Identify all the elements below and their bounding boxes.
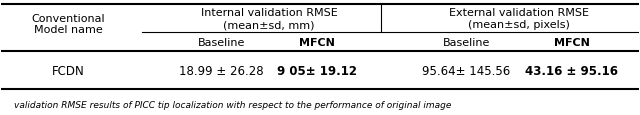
Text: validation RMSE results of PICC tip localization with respect to the performance: validation RMSE results of PICC tip loca… bbox=[14, 100, 451, 109]
Text: Baseline: Baseline bbox=[198, 37, 245, 47]
Text: Conventional: Conventional bbox=[31, 14, 105, 24]
Text: MFCN: MFCN bbox=[299, 37, 335, 47]
Text: 9 05± 19.12: 9 05± 19.12 bbox=[277, 64, 357, 77]
Text: Internal validation RMSE: Internal validation RMSE bbox=[201, 8, 337, 18]
Text: 95.64± 145.56: 95.64± 145.56 bbox=[422, 64, 511, 77]
Text: MFCN: MFCN bbox=[554, 37, 589, 47]
Text: FCDN: FCDN bbox=[52, 64, 84, 77]
Text: 18.99 ± 26.28: 18.99 ± 26.28 bbox=[179, 64, 264, 77]
Text: 43.16 ± 95.16: 43.16 ± 95.16 bbox=[525, 64, 618, 77]
Text: External validation RMSE: External validation RMSE bbox=[449, 8, 589, 18]
Text: (mean±sd, mm): (mean±sd, mm) bbox=[223, 20, 315, 30]
Text: Baseline: Baseline bbox=[443, 37, 490, 47]
Text: Model name: Model name bbox=[34, 25, 102, 35]
Text: (mean±sd, pixels): (mean±sd, pixels) bbox=[468, 20, 570, 30]
